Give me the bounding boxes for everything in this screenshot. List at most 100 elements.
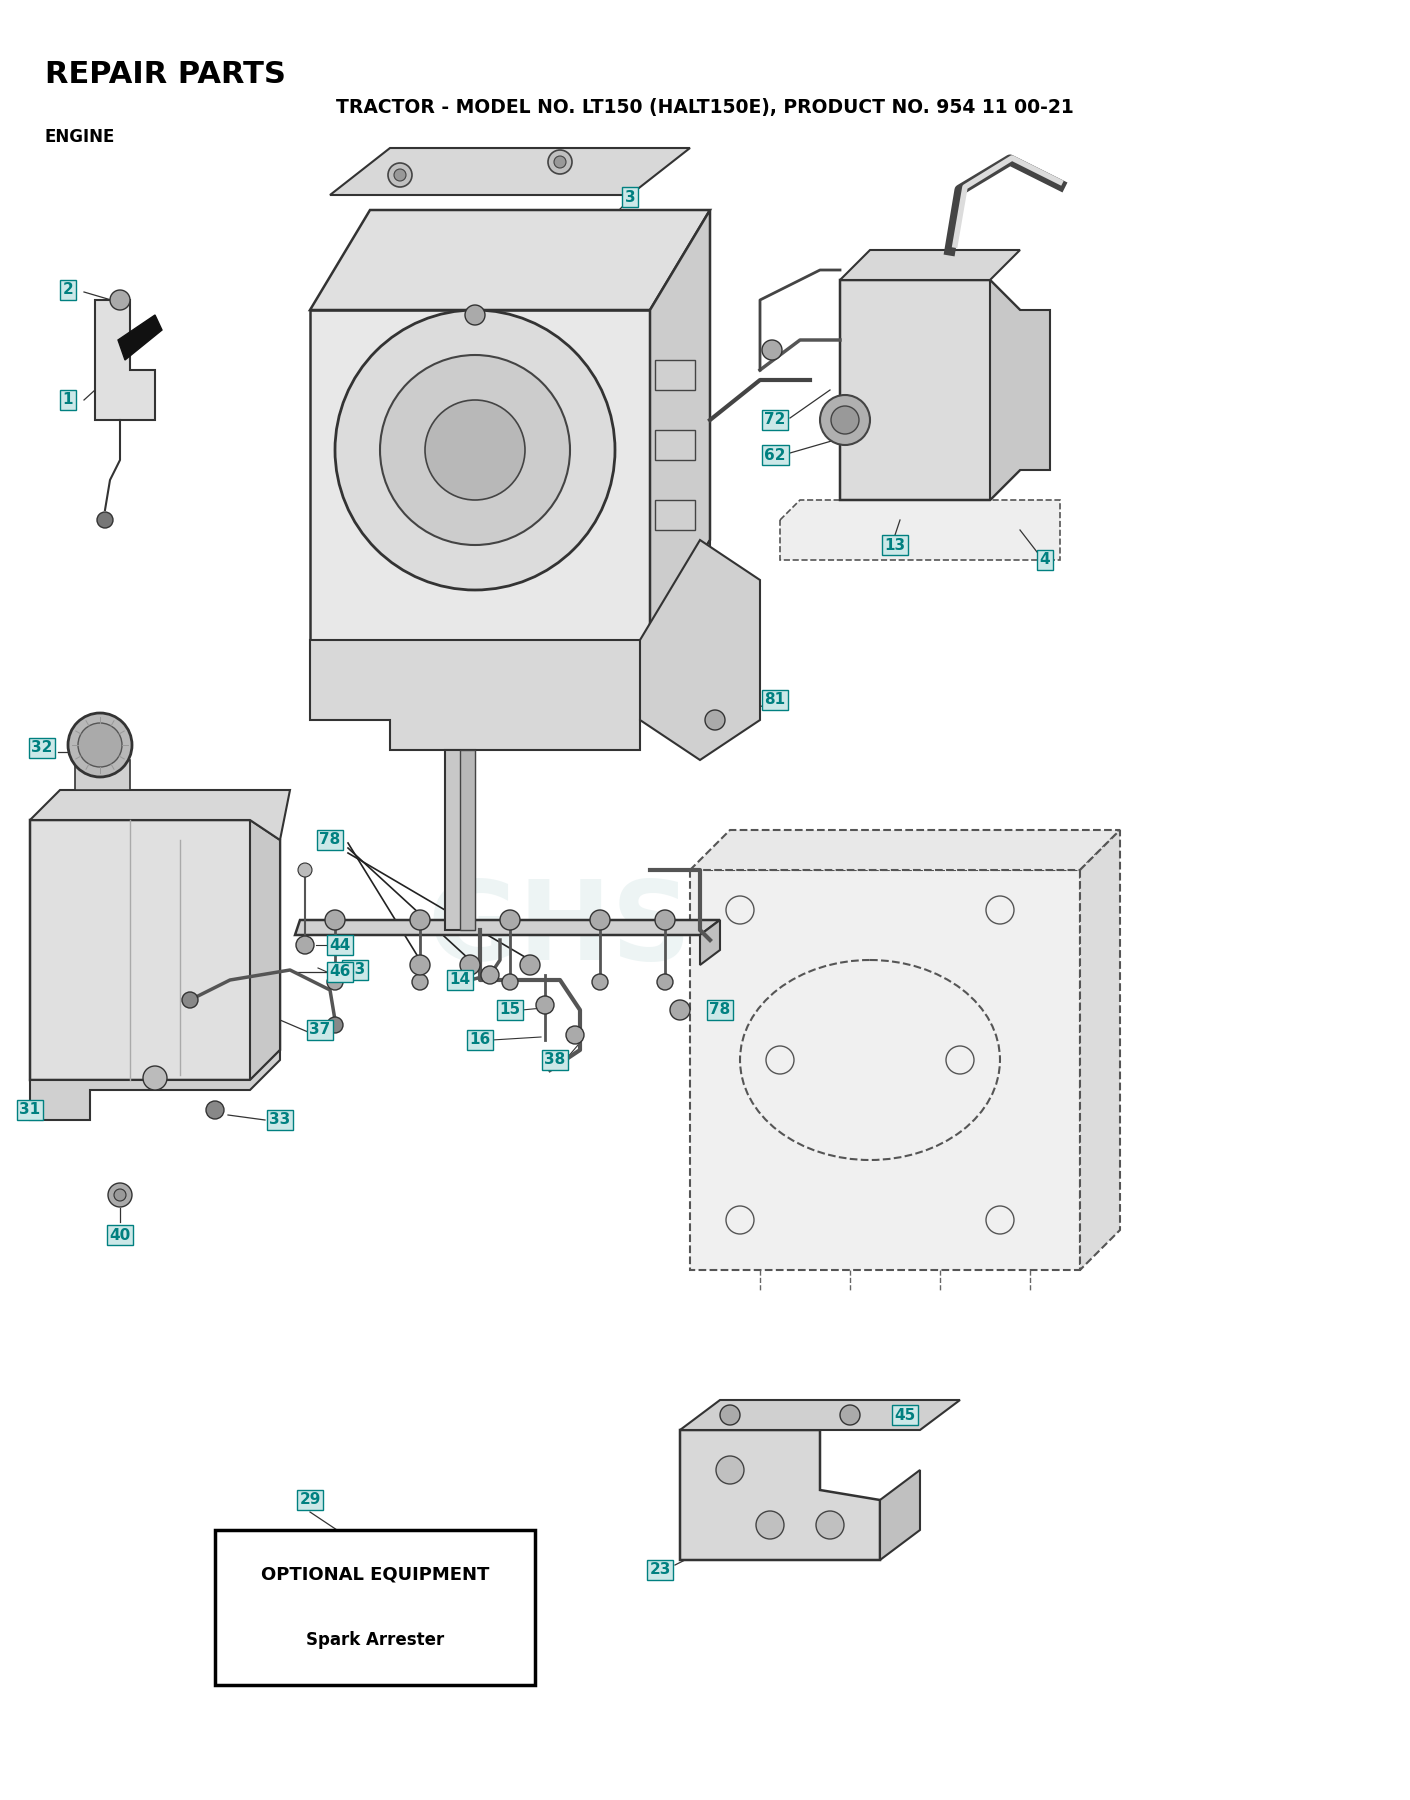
Bar [214,1530,534,1685]
Text: 37: 37 [309,1022,330,1037]
Circle shape [816,1510,845,1539]
Polygon shape [310,310,650,641]
Text: 14: 14 [450,972,471,988]
Text: 62: 62 [764,448,785,463]
Text: 32: 32 [31,740,52,756]
Circle shape [97,511,113,527]
Circle shape [840,1406,860,1426]
Polygon shape [990,281,1050,500]
Text: GHS: GHS [427,877,692,983]
Circle shape [592,974,608,990]
Bar [656,430,695,461]
Text: 44: 44 [330,938,351,952]
Circle shape [324,911,345,931]
Text: 72: 72 [764,412,785,428]
Text: 46: 46 [330,965,351,979]
Text: 15: 15 [499,1003,520,1017]
Polygon shape [1080,830,1120,1271]
Text: 40: 40 [110,1228,131,1242]
Bar [446,751,475,931]
Circle shape [110,290,130,310]
Circle shape [460,956,479,976]
Circle shape [327,974,343,990]
Polygon shape [30,821,281,1080]
Text: Spark Arrester: Spark Arrester [306,1631,444,1649]
Text: REPAIR PARTS: REPAIR PARTS [45,59,286,88]
Text: OPTIONAL EQUIPMENT: OPTIONAL EQUIPMENT [261,1566,489,1584]
Circle shape [481,967,499,985]
Polygon shape [650,540,711,720]
Circle shape [761,340,783,360]
Polygon shape [310,211,711,310]
Circle shape [109,1183,133,1208]
Circle shape [565,1026,584,1044]
Text: 78: 78 [709,1003,730,1017]
Bar [460,751,475,931]
Polygon shape [30,790,290,841]
Circle shape [986,1206,1014,1235]
Polygon shape [250,821,281,1080]
Text: 33: 33 [269,1112,290,1127]
Text: 1: 1 [63,392,73,407]
Text: 4: 4 [1039,553,1050,567]
Circle shape [410,956,430,976]
Circle shape [465,304,485,326]
Polygon shape [680,1400,960,1429]
Polygon shape [310,641,650,751]
Circle shape [548,149,572,175]
Circle shape [657,974,673,990]
Circle shape [756,1510,784,1539]
Circle shape [946,1046,974,1075]
Circle shape [726,896,754,923]
Polygon shape [94,301,155,419]
Bar [656,500,695,529]
Polygon shape [640,540,760,760]
Circle shape [327,1017,343,1033]
Circle shape [589,911,611,931]
Polygon shape [699,920,721,965]
Polygon shape [118,315,162,360]
Polygon shape [840,250,1019,281]
Circle shape [412,974,429,990]
Text: 13: 13 [884,538,905,553]
Text: 38: 38 [544,1053,565,1067]
Circle shape [296,936,314,954]
Circle shape [206,1102,224,1120]
Circle shape [114,1190,125,1201]
Circle shape [726,1206,754,1235]
Polygon shape [30,1049,281,1120]
Text: 31: 31 [20,1102,41,1118]
Bar [656,360,695,391]
Circle shape [656,911,675,931]
Polygon shape [75,760,130,790]
Circle shape [986,896,1014,923]
Circle shape [501,911,520,931]
Circle shape [424,400,525,500]
Text: 45: 45 [894,1408,915,1422]
Circle shape [536,995,554,1013]
Ellipse shape [740,959,1000,1159]
Circle shape [670,1001,689,1021]
Circle shape [502,974,517,990]
Circle shape [78,724,123,767]
Circle shape [830,407,859,434]
Text: 2: 2 [62,283,73,297]
Text: TRACTOR - MODEL NO. LT150 (HALT150E), PRODUCT NO. 954 11 00-21: TRACTOR - MODEL NO. LT150 (HALT150E), PR… [336,97,1074,117]
Circle shape [68,713,133,778]
Text: 23: 23 [650,1562,671,1577]
Polygon shape [780,500,1060,560]
Text: 33: 33 [344,963,365,977]
Circle shape [721,1406,740,1426]
Circle shape [381,355,570,545]
Polygon shape [650,211,711,641]
Circle shape [142,1066,166,1091]
Text: 81: 81 [764,693,785,707]
Polygon shape [880,1471,919,1561]
Polygon shape [330,148,689,194]
Circle shape [716,1456,744,1483]
Text: 16: 16 [470,1033,491,1048]
Circle shape [410,911,430,931]
Polygon shape [295,920,721,934]
Text: 29: 29 [299,1492,320,1508]
Circle shape [554,157,565,167]
